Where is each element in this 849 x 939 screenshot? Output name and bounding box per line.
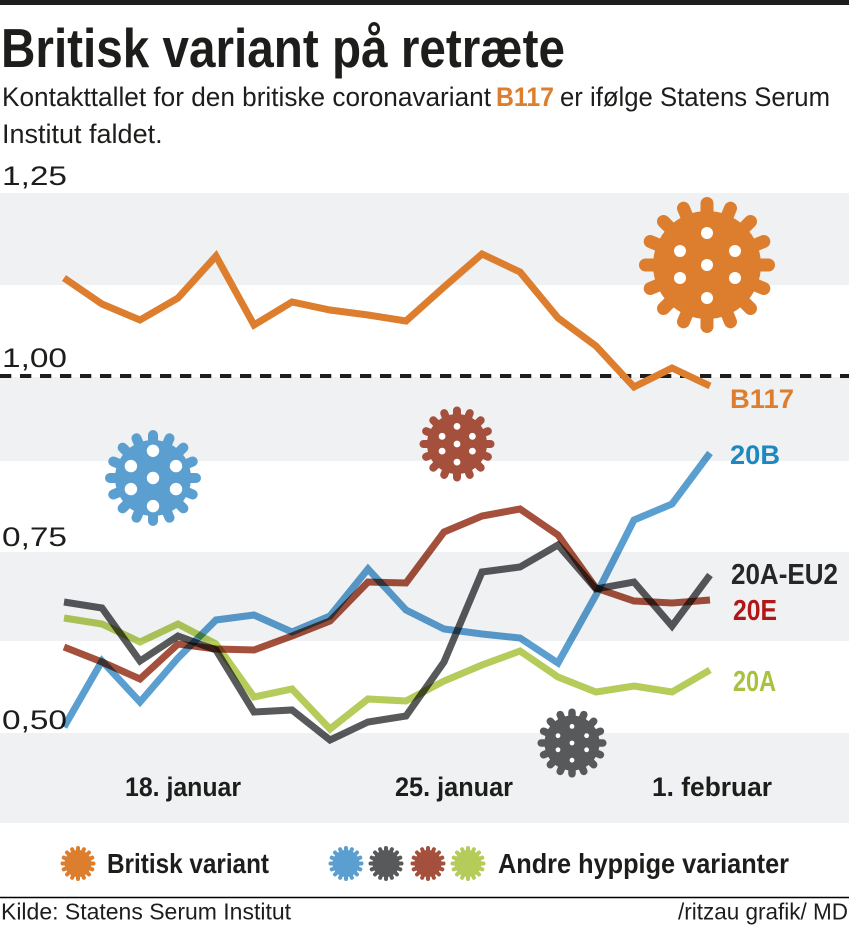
svg-text:20B: 20B [730, 440, 780, 470]
svg-text:er ifølge Statens Serum: er ifølge Statens Serum [560, 82, 830, 112]
svg-text:20A: 20A [733, 666, 776, 698]
svg-text:Britisk variant på retræte: Britisk variant på retræte [1, 17, 565, 79]
svg-text:B117: B117 [730, 384, 794, 414]
svg-text:0,50: 0,50 [2, 705, 67, 735]
svg-text:Kilde: Statens Serum Institut: Kilde: Statens Serum Institut [1, 899, 292, 925]
svg-text:25. januar: 25. januar [395, 772, 513, 802]
svg-text:Britisk variant: Britisk variant [107, 848, 269, 879]
svg-text:/ritzau grafik/ MD: /ritzau grafik/ MD [678, 899, 848, 925]
svg-text:B117: B117 [496, 82, 554, 112]
svg-text:Institut faldet.: Institut faldet. [2, 119, 163, 149]
svg-text:1,25: 1,25 [2, 161, 67, 191]
svg-text:1. februar: 1. februar [652, 772, 772, 802]
svg-text:Kontakttallet for den britiske: Kontakttallet for den britiske coronavar… [2, 82, 491, 112]
svg-text:0,75: 0,75 [2, 522, 67, 552]
svg-text:20E: 20E [733, 595, 777, 627]
svg-text:1,00: 1,00 [2, 343, 67, 373]
svg-text:18. januar: 18. januar [125, 772, 241, 802]
svg-text:Andre hyppige varianter: Andre hyppige varianter [498, 848, 789, 879]
svg-text:20A-EU2: 20A-EU2 [731, 559, 838, 591]
